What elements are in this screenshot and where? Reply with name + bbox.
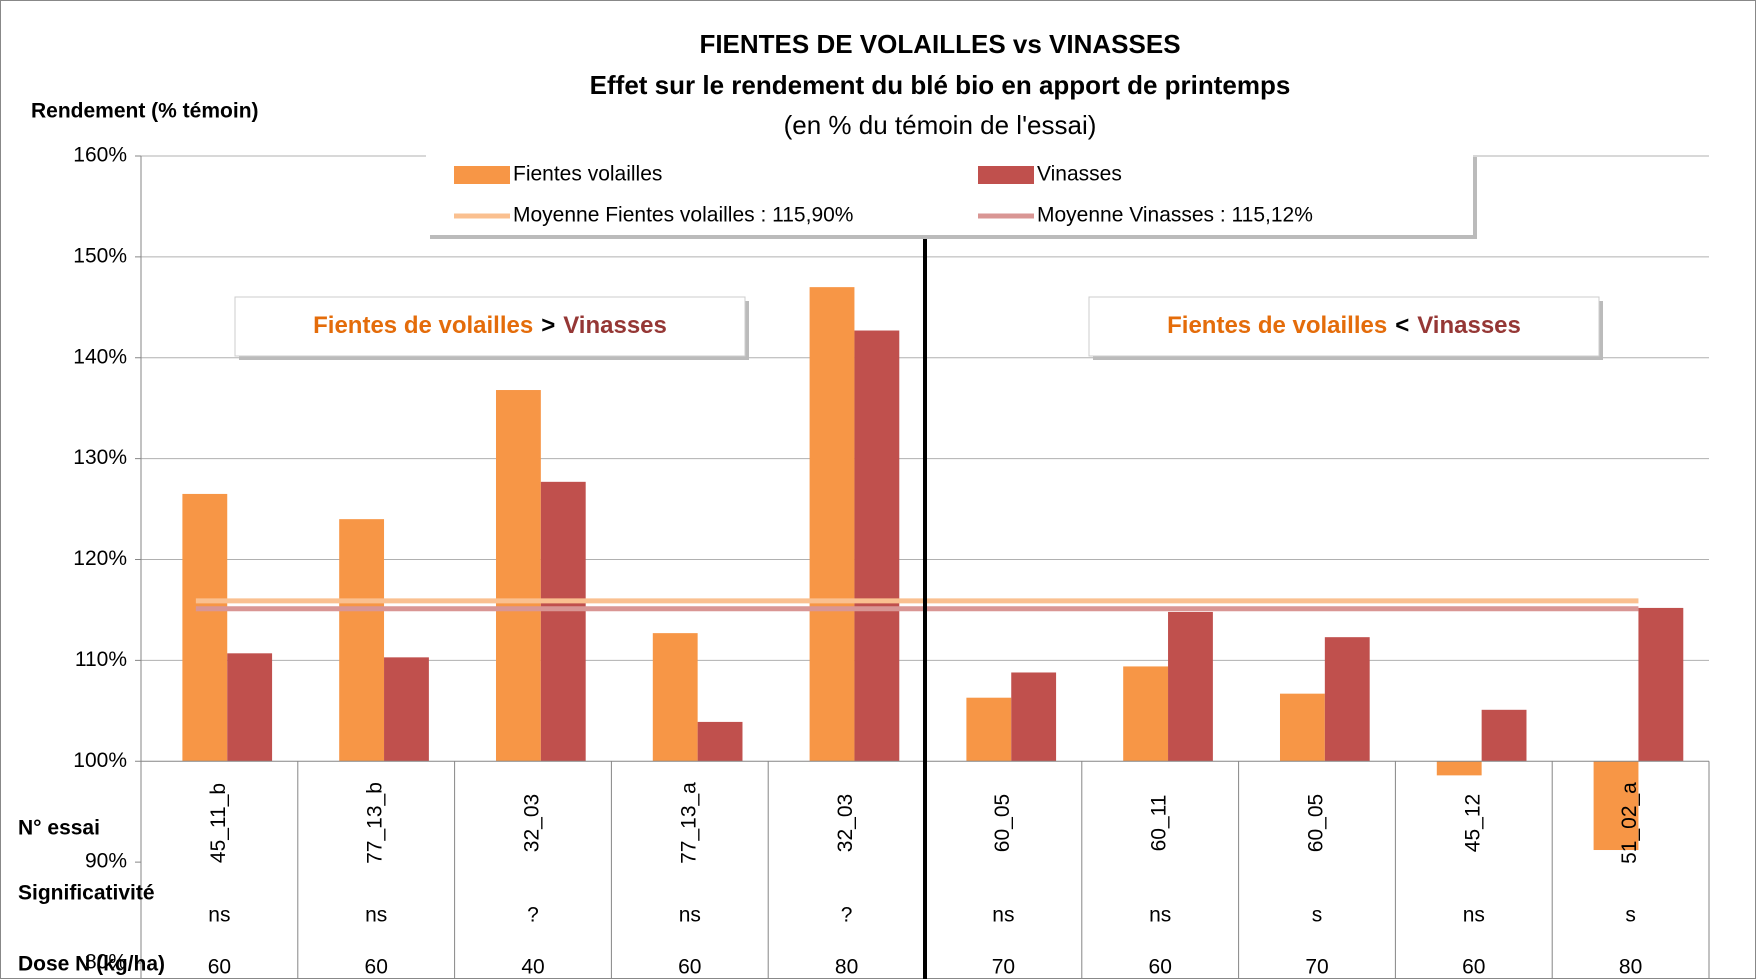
dose: 70: [992, 956, 1015, 979]
annotation-part: Fientes de volailles: [1167, 312, 1387, 339]
y-tick-label: 140%: [73, 345, 127, 368]
annotation-part: Fientes de volailles: [313, 312, 533, 339]
bar: [1168, 611, 1213, 762]
bar: [227, 653, 273, 762]
dose: 60: [678, 956, 701, 979]
bar: [1279, 693, 1325, 762]
significance: ?: [841, 904, 853, 927]
row-label: Dose N (kg/ha): [18, 953, 165, 976]
y-tick-label: 100%: [73, 749, 127, 772]
bar: [1324, 637, 1370, 762]
bar: [495, 390, 541, 762]
legend-label: Moyenne Vinasses : 115,12%: [1037, 204, 1313, 227]
annotation: Fientes de volailles > Vinasses: [313, 312, 667, 339]
bar: [540, 481, 586, 762]
significance: ?: [527, 904, 539, 927]
annotation-box: [234, 296, 746, 357]
dose: 80: [1619, 956, 1642, 979]
x-tick-label: 60_05: [991, 794, 1014, 852]
legend-swatch: [978, 166, 1034, 184]
legend-label: Moyenne Fientes volailles : 115,90%: [513, 204, 853, 227]
x-tick-label: 77_13_a: [677, 782, 700, 864]
dose: 60: [208, 956, 231, 979]
annotation-part: <: [1395, 312, 1409, 339]
y-tick-label: 110%: [75, 648, 127, 671]
annotation-box: [1088, 296, 1600, 357]
legend-swatch: [454, 166, 510, 184]
significance: s: [1625, 904, 1636, 927]
x-tick-label: 60_11: [1148, 795, 1171, 852]
significance: ns: [208, 904, 230, 927]
y-tick-label: 90%: [85, 850, 127, 873]
bar: [966, 697, 1012, 762]
y-tick-label: 160%: [73, 144, 127, 167]
dose: 40: [521, 956, 544, 979]
x-tick-label: 45_11_b: [207, 783, 230, 863]
x-tick-label: 77_13_b: [364, 782, 387, 864]
legend-label: Vinasses: [1037, 163, 1122, 186]
legend: [426, 153, 1473, 235]
y-tick-label: 80%: [85, 951, 127, 974]
bar: [1481, 709, 1527, 762]
significance: ns: [1149, 904, 1171, 927]
bar: [652, 633, 698, 762]
bar: [182, 493, 228, 762]
chart-title: FIENTES DE VOLAILLES vs VINASSES: [699, 29, 1180, 59]
annotation-part: Vinasses: [1417, 312, 1521, 339]
x-tick-label: 32_03: [521, 794, 544, 852]
x-tick-label: 60_05: [1305, 794, 1328, 852]
row-label: Significativité: [18, 882, 155, 905]
chart-subtitle: Effet sur le rendement du blé bio en app…: [590, 70, 1291, 100]
dose: 60: [1462, 956, 1485, 979]
x-tick-label: 32_03: [834, 794, 857, 852]
significance: ns: [679, 904, 701, 927]
dose: 70: [1305, 956, 1328, 979]
x-tick-label: 51_02_a: [1618, 782, 1641, 864]
x-tick-label: 45_12: [1461, 794, 1484, 852]
bar: [697, 721, 743, 762]
bar: [1638, 607, 1684, 762]
annotation-part: >: [541, 312, 555, 339]
dose: 80: [835, 956, 858, 979]
bar: [384, 657, 429, 762]
bar: [1593, 761, 1639, 851]
y-axis-title: Rendement (% témoin): [31, 100, 259, 123]
legend-label: Fientes volailles: [513, 163, 662, 186]
y-tick-label: 150%: [73, 244, 127, 267]
row-label: N° essai: [18, 817, 100, 840]
bar: [809, 287, 855, 762]
bar: [1436, 761, 1482, 776]
bar: [1123, 666, 1169, 762]
significance: s: [1312, 904, 1323, 927]
y-tick-label: 130%: [73, 446, 127, 469]
significance: ns: [992, 904, 1014, 927]
dose: 60: [365, 956, 388, 979]
chart-subtitle: (en % du témoin de l'essai): [784, 110, 1097, 140]
bar: [854, 330, 900, 762]
annotation: Fientes de volailles < Vinasses: [1167, 312, 1521, 339]
significance: ns: [365, 904, 387, 927]
bar: [1011, 672, 1057, 762]
bar: [339, 519, 385, 762]
y-tick-label: 120%: [73, 547, 127, 570]
annotation-part: Vinasses: [563, 312, 667, 339]
dose: 60: [1149, 956, 1172, 979]
significance: ns: [1463, 904, 1485, 927]
